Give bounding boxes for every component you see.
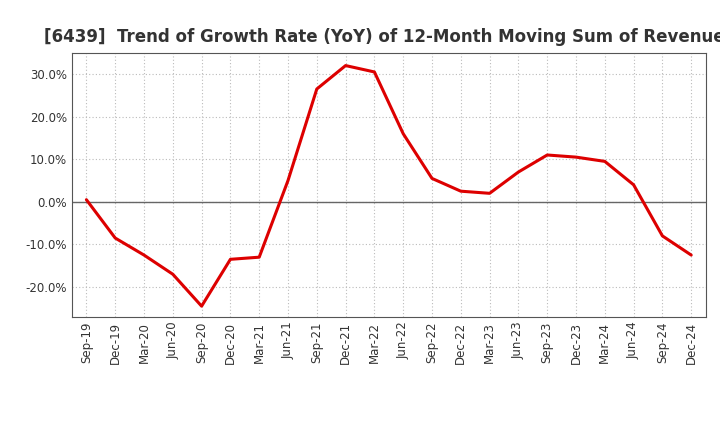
Title: [6439]  Trend of Growth Rate (YoY) of 12-Month Moving Sum of Revenues: [6439] Trend of Growth Rate (YoY) of 12-…	[43, 28, 720, 46]
